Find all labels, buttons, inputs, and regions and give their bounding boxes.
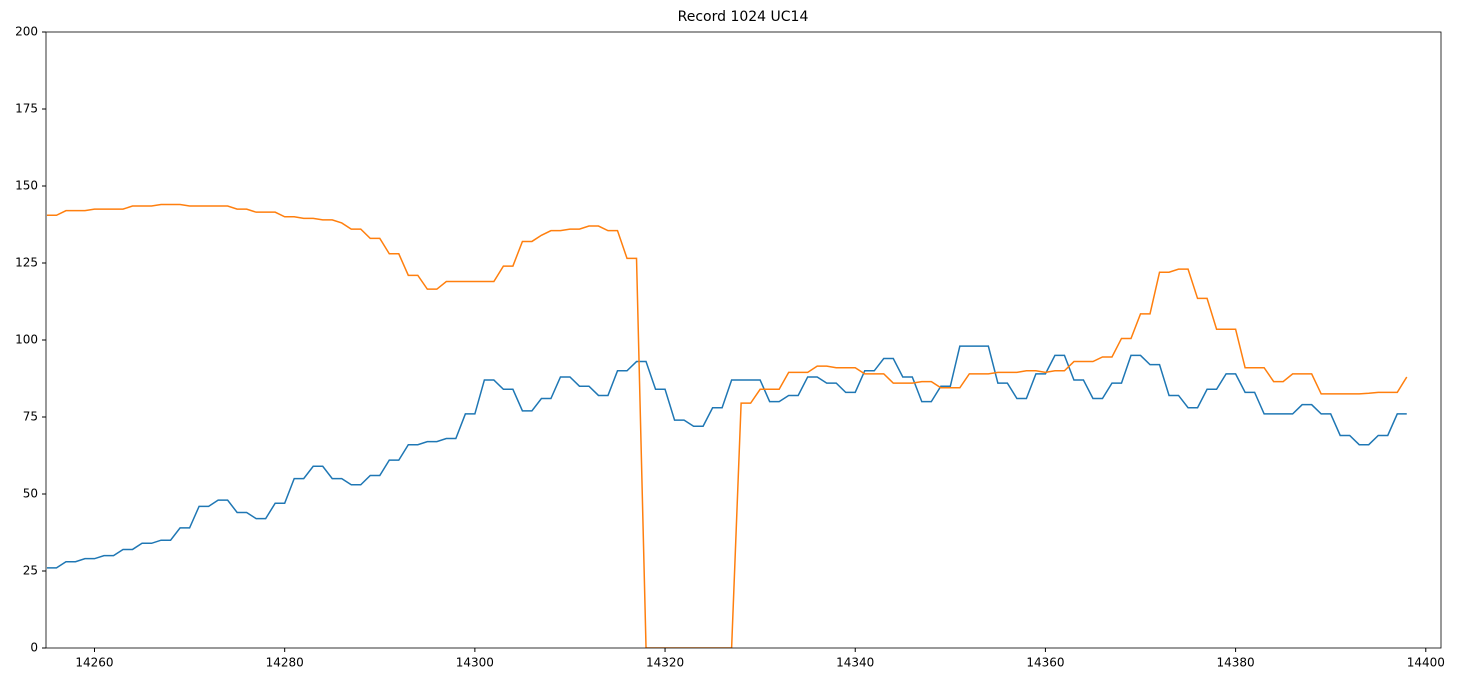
x-tick-label: 14300 bbox=[456, 656, 494, 670]
y-tick-label: 125 bbox=[15, 256, 38, 270]
x-tick-label: 14260 bbox=[75, 656, 113, 670]
x-tick-label: 14280 bbox=[266, 656, 304, 670]
y-tick-label: 0 bbox=[30, 641, 38, 655]
y-tick-label: 25 bbox=[23, 564, 38, 578]
y-tick-label: 150 bbox=[15, 179, 38, 193]
y-tick-label: 75 bbox=[23, 410, 38, 424]
x-tick-label: 14400 bbox=[1407, 656, 1445, 670]
x-tick-label: 14340 bbox=[836, 656, 874, 670]
x-tick-label: 14320 bbox=[646, 656, 684, 670]
plot-frame bbox=[45, 31, 1442, 649]
x-tick-label: 14360 bbox=[1026, 656, 1064, 670]
y-tick-label: 175 bbox=[15, 102, 38, 116]
chart-title: Record 1024 UC14 bbox=[678, 9, 809, 25]
data-line bbox=[46, 345, 1407, 569]
data-line bbox=[46, 203, 1408, 648]
y-tick-label: 50 bbox=[23, 487, 38, 501]
x-tick-label: 14380 bbox=[1217, 656, 1255, 670]
y-tick-label: 200 bbox=[15, 25, 38, 39]
y-tick-label: 100 bbox=[15, 333, 38, 347]
